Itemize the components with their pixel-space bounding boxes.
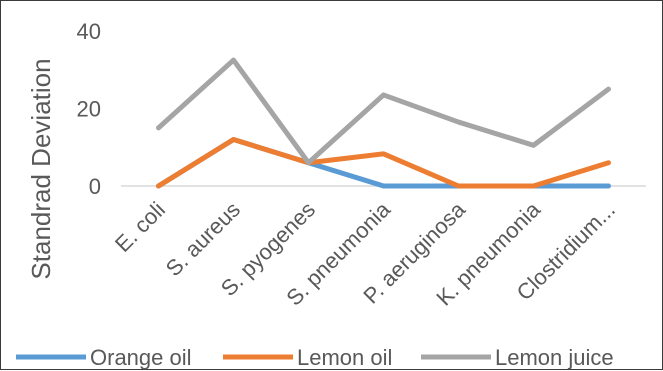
x-tick-label: E. coli (110, 197, 170, 257)
series-line-lemon-juice (156, 57, 611, 166)
series-line-lemon-oil (156, 137, 611, 189)
legend-label: Lemon juice (495, 345, 614, 370)
y-tick-label: 20 (77, 97, 101, 122)
legend: Orange oil Lemon oil Lemon juice (16, 345, 614, 370)
y-tick-label: 40 (77, 19, 101, 44)
series-layer (156, 57, 611, 189)
y-tick-label: 0 (89, 174, 101, 199)
y-axis-title: Standrad Deviation (26, 58, 56, 279)
legend-label: Orange oil (90, 345, 192, 370)
y-axis-ticks: 0 20 40 (77, 19, 101, 199)
legend-label: Lemon oil (297, 345, 392, 370)
